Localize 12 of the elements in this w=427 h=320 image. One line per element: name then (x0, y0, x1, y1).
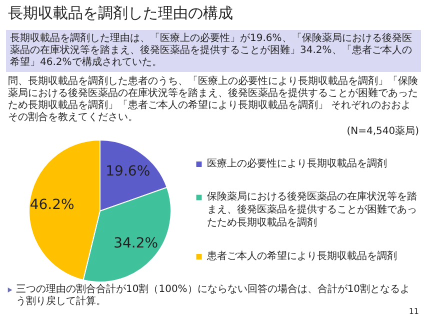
legend-label: 保険薬局における後発医薬品の在庫状況等を踏まえ、後発医薬品を提供することが困難であったため長期収載品を調剤 (207, 190, 417, 228)
text: 問、長期収載品を調剤した患者のうち、「医療上の必要性により長期収載品を調剤」「保険薬局における後発医薬品の在庫状況等を踏まえ、後発医薬品を提供することが困難であったため長期収載品を調剤」「患者ご本人の希望により長期収載品を調剤」 それぞれのおおよその割合を教えてください。 (8, 75, 418, 123)
legend-label: 患者ご本人の希望により長期収載品を調剤 (206, 250, 397, 262)
legend-label: 医療上の必要性により長期収載品を調剤 (207, 157, 387, 170)
data-label: 19.6% (106, 164, 150, 180)
chart-subtitle: 長期収載品を調剤した理由は、「医療上の必要性」が19.6%、「保険薬局における後発医薬品の在庫状況等を踏まえ、後発医薬品を提供することが困難」34.2%、「患者ご本人の希望」46.2%で構成されていた。 (10, 32, 412, 68)
text: 11 (408, 307, 419, 316)
text: (N=4,540薬局) (346, 125, 420, 137)
data-label: 34.2% (114, 235, 158, 252)
text: 三つの理由の割合合計が10割（100%）にならない回答の場合は、合計が10割となるよう割り戻して計算。 (16, 283, 410, 307)
chart-title: 長期収載品を調剤した理由の構成 (8, 4, 233, 22)
data-label: 46.2% (30, 197, 74, 214)
